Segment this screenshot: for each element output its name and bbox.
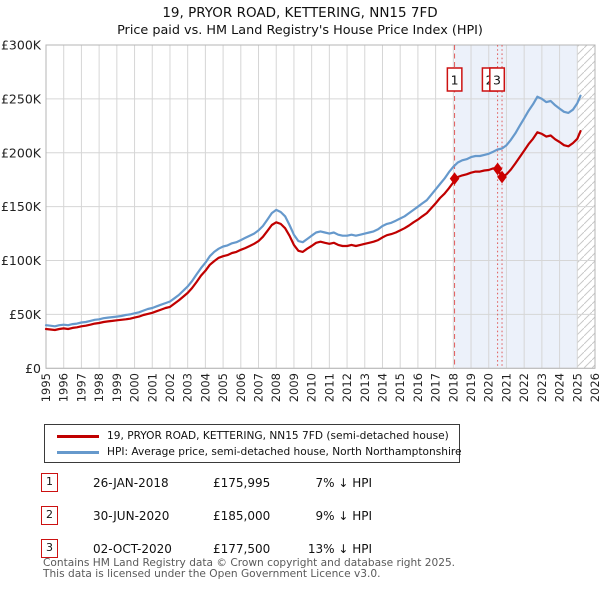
- marker-number-box: [446, 67, 463, 92]
- transaction-price: £185,000: [213, 509, 271, 523]
- y-axis-tick-label: £200K: [1, 145, 42, 160]
- x-axis-tick-label: 2011: [322, 373, 336, 402]
- x-axis-tick-label: 2002: [163, 373, 177, 402]
- x-axis-tick-label: 2016: [411, 373, 425, 402]
- x-axis-tick-label: 2009: [287, 373, 301, 402]
- plot-border: [45, 44, 596, 369]
- legend-label-hpi: HPI: Average price, semi-detached house,…: [107, 446, 462, 458]
- footer-licence: This data is licensed under the Open Gov…: [43, 568, 381, 580]
- x-axis-tick-label: 2007: [252, 373, 266, 402]
- marker-number-label: 1: [451, 73, 459, 88]
- y-axis-tick-label: £250K: [1, 91, 42, 106]
- y-axis-tick-label: £100K: [1, 253, 42, 268]
- legend-row-price: 19, PRYOR ROAD, KETTERING, NN15 7FD (sem…: [45, 428, 459, 444]
- transaction-price: £175,995: [213, 476, 271, 490]
- x-axis-tick-label: 2015: [393, 373, 407, 402]
- footer-copyright: Contains HM Land Registry data © Crown c…: [43, 557, 456, 569]
- x-axis-tick-label: 2025: [570, 373, 584, 402]
- x-axis-tick-label: 2000: [128, 373, 142, 402]
- x-axis-tick-label: 2014: [375, 373, 389, 402]
- transaction-date: 30-JUN-2020: [93, 509, 170, 523]
- red-line-swatch: [57, 435, 99, 438]
- chart-legend: 19, PRYOR ROAD, KETTERING, NN15 7FD (sem…: [44, 424, 462, 463]
- x-axis-tick-label: 2026: [588, 373, 600, 402]
- transaction-hpi-diff: 7% ↓ HPI: [315, 476, 372, 490]
- x-axis-tick-label: 2003: [181, 373, 195, 402]
- sale-point-marker: [492, 162, 503, 176]
- transaction-hpi-diff: 9% ↓ HPI: [315, 509, 372, 523]
- sale-point-marker: [497, 170, 507, 184]
- price-history-chart: 123£0£50K£100K£150K£200K£250K£300K199519…: [1, 38, 600, 403]
- marker-number-label: 3: [493, 73, 501, 88]
- transaction-price: £177,500: [213, 542, 271, 556]
- x-axis-tick-label: 2004: [198, 373, 212, 402]
- x-axis-tick-label: 2010: [305, 373, 319, 402]
- transaction-date: 02-OCT-2020: [93, 542, 172, 556]
- x-axis-tick-label: 2017: [429, 373, 443, 402]
- y-axis-tick-label: £300K: [1, 38, 42, 53]
- x-axis-tick-label: 1998: [92, 373, 106, 402]
- x-axis-tick-label: 2020: [482, 373, 496, 402]
- blue-line-swatch: [57, 451, 99, 454]
- x-axis-tick-label: 2013: [358, 373, 372, 402]
- x-axis-tick-label: 2018: [446, 373, 460, 402]
- x-axis-tick-label: 2012: [340, 373, 354, 402]
- chart-title: 19, PRYOR ROAD, KETTERING, NN15 7FD: [162, 5, 438, 21]
- transaction-date: 26-JAN-2018: [93, 476, 169, 490]
- x-axis-tick-label: 2005: [216, 373, 230, 402]
- x-axis-tick-label: 2006: [234, 373, 248, 402]
- x-axis-tick-label: 2023: [535, 373, 549, 402]
- x-axis-tick-label: 2008: [269, 373, 283, 402]
- price-paid-series-line: [44, 130, 582, 332]
- marker-number-box: [489, 67, 506, 92]
- y-axis-tick-label: £50K: [9, 307, 42, 322]
- x-axis-tick-label: 2019: [464, 373, 478, 402]
- y-axis-tick-label: £0: [25, 361, 41, 376]
- x-axis-tick-label: 1997: [74, 373, 88, 402]
- sale-point-marker: [449, 172, 460, 185]
- x-axis-tick-label: 2024: [553, 373, 567, 402]
- x-axis-tick-label: 1996: [57, 373, 71, 402]
- transaction-marker-1: 1: [41, 473, 58, 492]
- x-axis-tick-label: 2001: [145, 373, 159, 402]
- x-axis-tick-label: 1999: [110, 373, 124, 402]
- transaction-hpi-diff: 13% ↓ HPI: [307, 542, 372, 556]
- chart-subtitle: Price paid vs. HM Land Registry's House …: [117, 23, 483, 38]
- transaction-marker-2: 2: [41, 506, 58, 525]
- x-axis-tick-label: 2021: [499, 373, 513, 402]
- x-axis-tick-label: 2022: [517, 373, 531, 402]
- hpi-series-line: [44, 94, 582, 328]
- transaction-marker-3: 3: [41, 539, 58, 558]
- y-axis-tick-label: £150K: [1, 199, 42, 214]
- legend-row-hpi: HPI: Average price, semi-detached house,…: [45, 444, 462, 460]
- legend-label-price: 19, PRYOR ROAD, KETTERING, NN15 7FD (sem…: [107, 430, 449, 442]
- x-axis-tick-label: 1995: [39, 373, 53, 402]
